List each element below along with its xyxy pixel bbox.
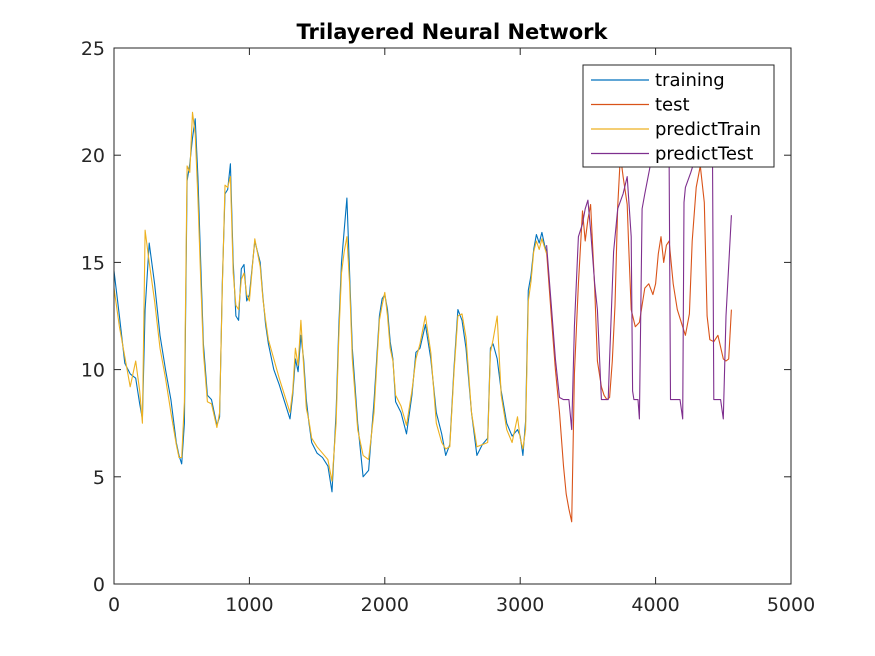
series-lines <box>113 111 732 523</box>
chart-title: Trilayered Neural Network <box>297 20 609 44</box>
y-tick-label: 0 <box>93 574 105 596</box>
plot-area-frame <box>113 47 792 585</box>
legend-label-predictTest: predictTest <box>655 144 753 165</box>
x-tick-label: 3000 <box>496 594 544 616</box>
y-tick-label: 20 <box>81 145 105 167</box>
x-tick-label: 4000 <box>631 594 679 616</box>
x-tick-label: 2000 <box>361 594 409 616</box>
legend-box <box>582 64 775 168</box>
series-line-test <box>546 154 732 523</box>
y-tick-label: 10 <box>81 360 105 382</box>
y-tick-label: 5 <box>93 467 105 489</box>
y-tick-label: 25 <box>81 38 105 60</box>
legend: training test predictTrain predictTest <box>582 64 775 168</box>
x-tick-label: 5000 <box>767 594 815 616</box>
legend-label-test: test <box>655 95 690 116</box>
legend-label-predictTrain: predictTrain <box>655 119 761 140</box>
legend-label-training: training <box>655 70 725 91</box>
x-tick-label: 0 <box>108 594 120 616</box>
x-tick-label: 1000 <box>225 594 273 616</box>
y-tick-label: 15 <box>81 252 105 274</box>
axis-ticks: 0 1000 2000 3000 4000 5000 0 5 10 15 20 25 <box>81 38 815 616</box>
series-line-predictTrain <box>113 111 548 482</box>
